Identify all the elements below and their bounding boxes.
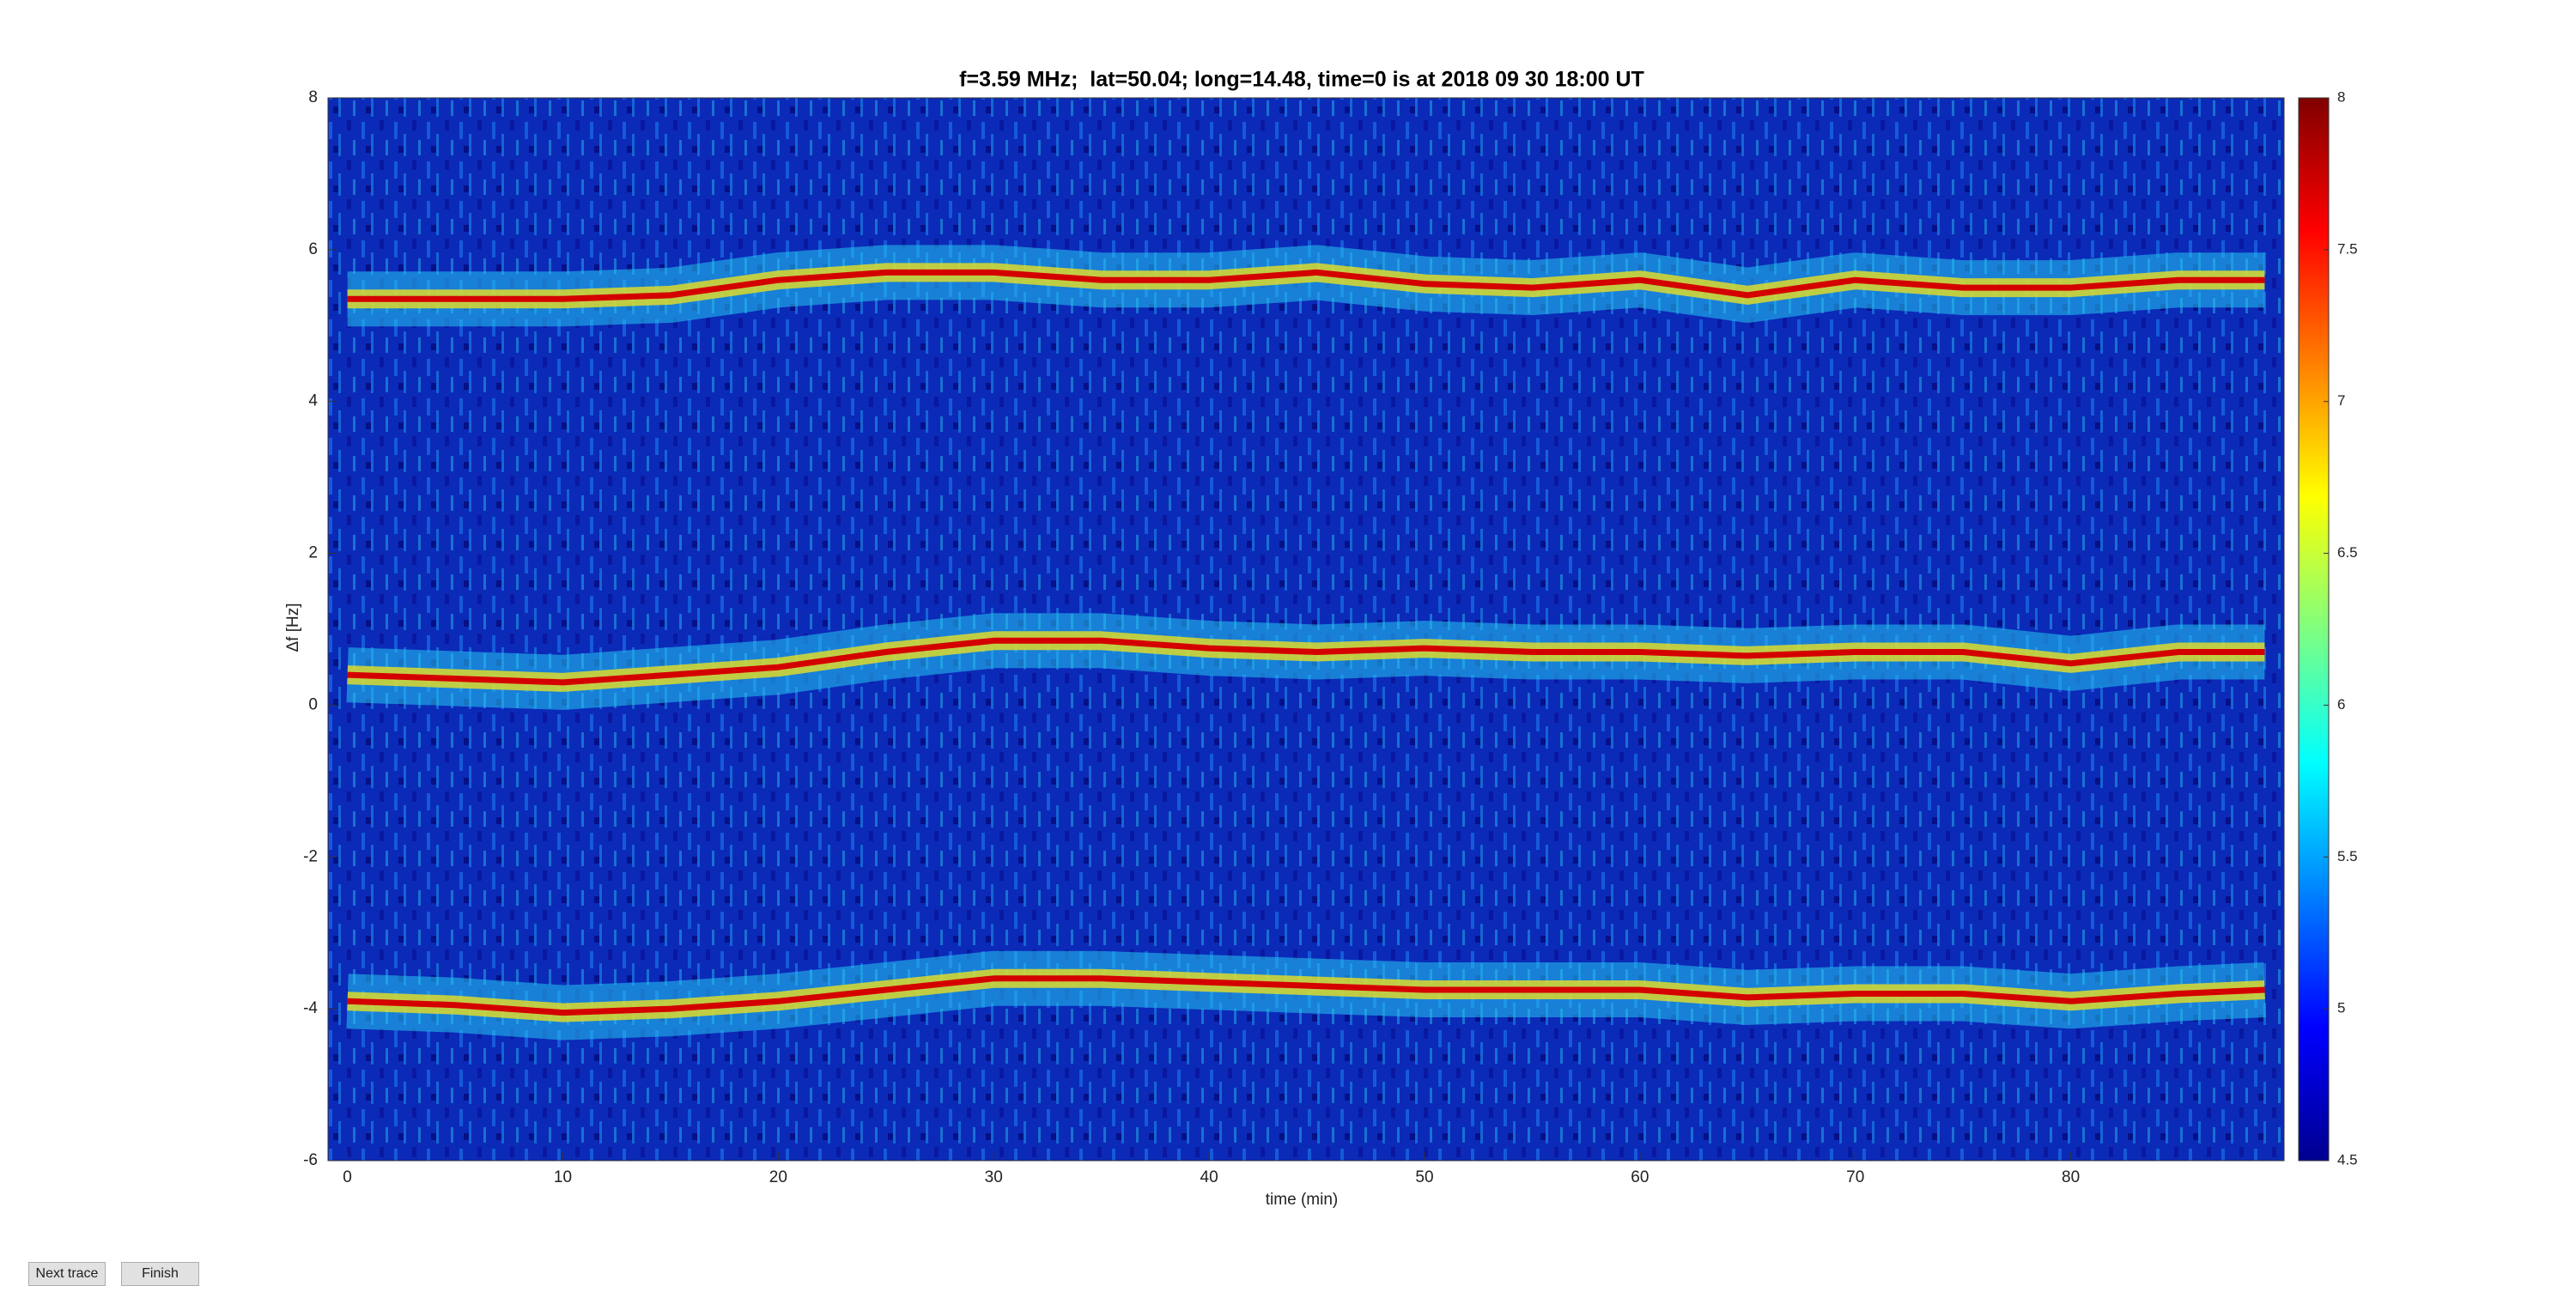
x-tick-label: 0 bbox=[343, 1168, 352, 1186]
x-tick-label: 70 bbox=[1846, 1168, 1864, 1186]
x-axis-label: time (min) bbox=[1266, 1191, 1338, 1209]
colorbar-tick-label: 4.5 bbox=[2337, 1151, 2358, 1168]
chart: f=3.59 MHz; lat=50.04; long=14.48, time=… bbox=[284, 68, 2358, 1209]
x-tick-label: 80 bbox=[2062, 1168, 2080, 1186]
next-trace-button[interactable]: Next trace bbox=[28, 1262, 106, 1286]
colorbar-tick-label: 5 bbox=[2337, 1000, 2345, 1016]
y-tick-label: 6 bbox=[308, 240, 318, 258]
colorbar-tick-label: 5.5 bbox=[2337, 848, 2358, 864]
x-tick-label: 40 bbox=[1200, 1168, 1218, 1186]
x-tick-label: 10 bbox=[554, 1168, 572, 1186]
colorbar-tick-label: 6 bbox=[2337, 696, 2345, 713]
y-tick-label: 4 bbox=[308, 392, 318, 410]
trace-line bbox=[347, 269, 2265, 302]
x-tick-label: 30 bbox=[985, 1168, 1003, 1186]
trace-line bbox=[347, 637, 2265, 686]
y-tick-label: 2 bbox=[308, 544, 318, 562]
colorbar bbox=[2298, 97, 2330, 1162]
colorbar-tick-label: 7 bbox=[2337, 392, 2345, 409]
x-tick-label: 20 bbox=[769, 1168, 787, 1186]
finish-button[interactable]: Finish bbox=[121, 1262, 199, 1286]
y-tick-label: 8 bbox=[308, 88, 318, 106]
x-tick-label: 50 bbox=[1415, 1168, 1433, 1186]
y-axis-label: Δf [Hz] bbox=[284, 603, 302, 652]
colorbar-tick-label: 6.5 bbox=[2337, 544, 2358, 561]
chart-title: f=3.59 MHz; lat=50.04; long=14.48, time=… bbox=[959, 68, 1644, 92]
colorbar-tick-label: 7.5 bbox=[2337, 240, 2358, 257]
y-tick-label: -6 bbox=[303, 1151, 318, 1169]
y-tick-label: -2 bbox=[303, 847, 318, 865]
y-tick-label: 0 bbox=[308, 695, 318, 713]
trace-line bbox=[347, 975, 2265, 1016]
x-tick-label: 60 bbox=[1631, 1168, 1649, 1186]
colorbar-tick-label: 8 bbox=[2337, 88, 2345, 105]
plot-frame bbox=[327, 97, 2285, 1162]
y-tick-label: -4 bbox=[303, 999, 318, 1017]
